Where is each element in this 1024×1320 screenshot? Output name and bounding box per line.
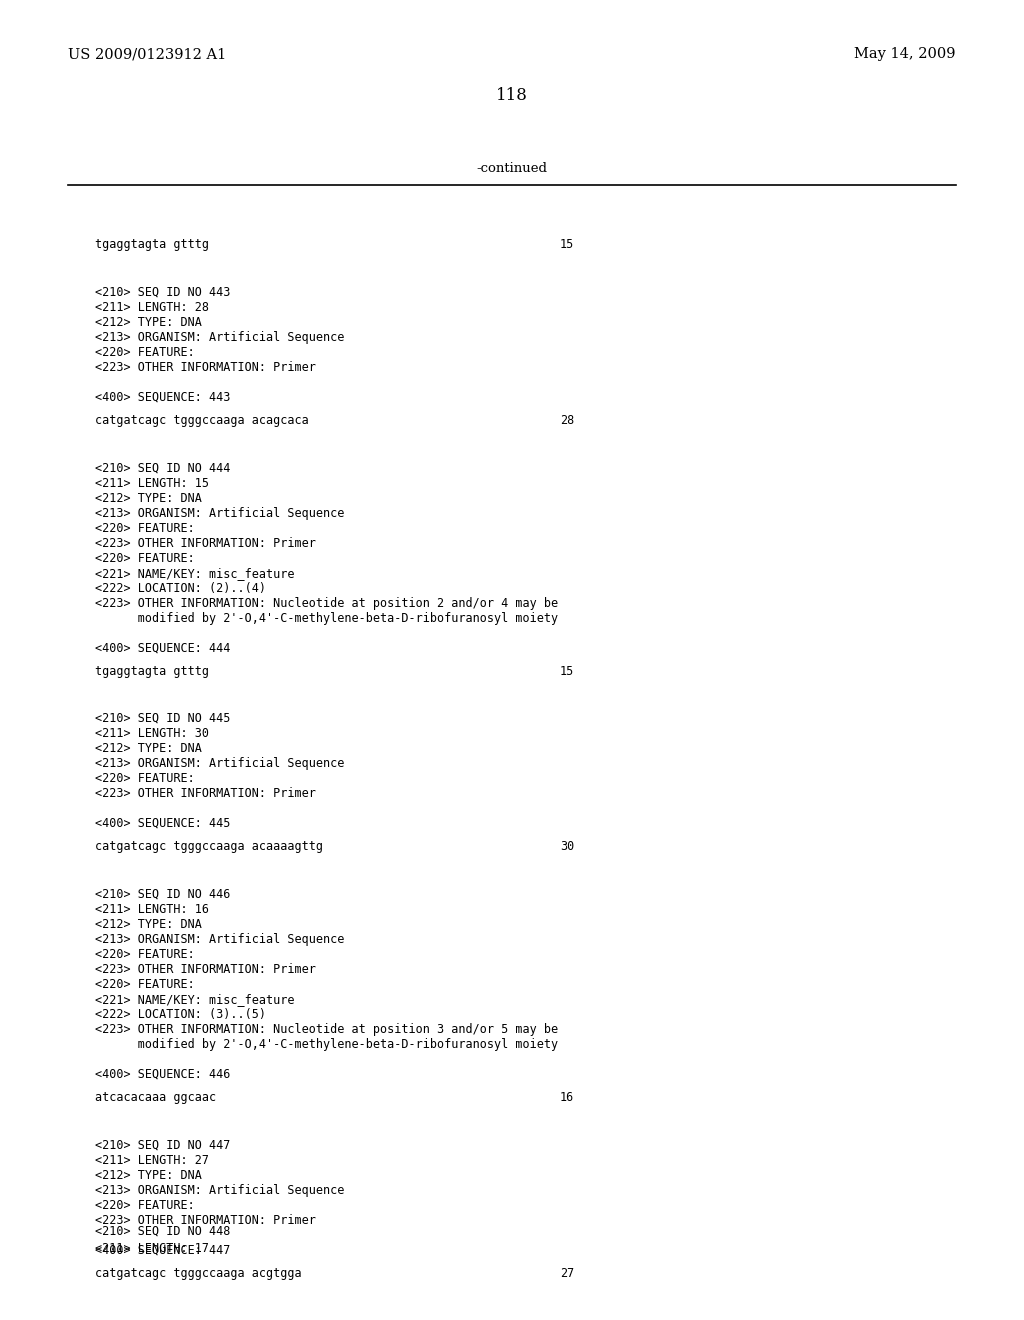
Text: tgaggtagta gtttg: tgaggtagta gtttg	[95, 665, 209, 678]
Text: <213> ORGANISM: Artificial Sequence: <213> ORGANISM: Artificial Sequence	[95, 756, 344, 770]
Text: <210> SEQ ID NO 444: <210> SEQ ID NO 444	[95, 462, 230, 475]
Text: <221> NAME/KEY: misc_feature: <221> NAME/KEY: misc_feature	[95, 568, 295, 579]
Text: <210> SEQ ID NO 443: <210> SEQ ID NO 443	[95, 286, 230, 300]
Text: <400> SEQUENCE: 445: <400> SEQUENCE: 445	[95, 817, 230, 830]
Text: <213> ORGANISM: Artificial Sequence: <213> ORGANISM: Artificial Sequence	[95, 1184, 344, 1197]
Text: atcacacaaa ggcaac: atcacacaaa ggcaac	[95, 1092, 216, 1104]
Text: modified by 2'-O,4'-C-methylene-beta-D-ribofuranosyl moiety: modified by 2'-O,4'-C-methylene-beta-D-r…	[95, 612, 558, 624]
Text: catgatcagc tgggccaaga acgtgga: catgatcagc tgggccaaga acgtgga	[95, 1267, 302, 1280]
Text: <210> SEQ ID NO 446: <210> SEQ ID NO 446	[95, 888, 230, 902]
Text: catgatcagc tgggccaaga acagcaca: catgatcagc tgggccaaga acagcaca	[95, 414, 309, 426]
Text: <220> FEATURE:: <220> FEATURE:	[95, 346, 195, 359]
Text: 27: 27	[560, 1267, 574, 1280]
Text: <220> FEATURE:: <220> FEATURE:	[95, 978, 195, 991]
Text: <212> TYPE: DNA: <212> TYPE: DNA	[95, 492, 202, 506]
Text: modified by 2'-O,4'-C-methylene-beta-D-ribofuranosyl moiety: modified by 2'-O,4'-C-methylene-beta-D-r…	[95, 1038, 558, 1051]
Text: <212> TYPE: DNA: <212> TYPE: DNA	[95, 1170, 202, 1181]
Text: <223> OTHER INFORMATION: Primer: <223> OTHER INFORMATION: Primer	[95, 537, 315, 550]
Text: <213> ORGANISM: Artificial Sequence: <213> ORGANISM: Artificial Sequence	[95, 933, 344, 946]
Text: <400> SEQUENCE: 444: <400> SEQUENCE: 444	[95, 642, 230, 655]
Text: 15: 15	[560, 665, 574, 678]
Text: <400> SEQUENCE: 447: <400> SEQUENCE: 447	[95, 1243, 230, 1257]
Text: <211> LENGTH: 28: <211> LENGTH: 28	[95, 301, 209, 314]
Text: US 2009/0123912 A1: US 2009/0123912 A1	[68, 48, 226, 61]
Text: May 14, 2009: May 14, 2009	[854, 48, 956, 61]
Text: 118: 118	[496, 87, 528, 104]
Text: <213> ORGANISM: Artificial Sequence: <213> ORGANISM: Artificial Sequence	[95, 507, 344, 520]
Text: <220> FEATURE:: <220> FEATURE:	[95, 521, 195, 535]
Text: <213> ORGANISM: Artificial Sequence: <213> ORGANISM: Artificial Sequence	[95, 331, 344, 345]
Text: <400> SEQUENCE: 443: <400> SEQUENCE: 443	[95, 391, 230, 404]
Text: <220> FEATURE:: <220> FEATURE:	[95, 552, 195, 565]
Text: <211> LENGTH: 15: <211> LENGTH: 15	[95, 477, 209, 490]
Text: <212> TYPE: DNA: <212> TYPE: DNA	[95, 742, 202, 755]
Text: <223> OTHER INFORMATION: Nucleotide at position 3 and/or 5 may be: <223> OTHER INFORMATION: Nucleotide at p…	[95, 1023, 558, 1036]
Text: <223> OTHER INFORMATION: Primer: <223> OTHER INFORMATION: Primer	[95, 360, 315, 374]
Text: <211> LENGTH: 17: <211> LENGTH: 17	[95, 1242, 209, 1255]
Text: catgatcagc tgggccaaga acaaaagttg: catgatcagc tgggccaaga acaaaagttg	[95, 840, 323, 853]
Text: <220> FEATURE:: <220> FEATURE:	[95, 1199, 195, 1212]
Text: <222> LOCATION: (2)..(4): <222> LOCATION: (2)..(4)	[95, 582, 266, 595]
Text: <400> SEQUENCE: 446: <400> SEQUENCE: 446	[95, 1068, 230, 1081]
Text: <223> OTHER INFORMATION: Primer: <223> OTHER INFORMATION: Primer	[95, 1214, 315, 1228]
Text: <210> SEQ ID NO 445: <210> SEQ ID NO 445	[95, 711, 230, 725]
Text: <211> LENGTH: 27: <211> LENGTH: 27	[95, 1154, 209, 1167]
Text: <223> OTHER INFORMATION: Primer: <223> OTHER INFORMATION: Primer	[95, 787, 315, 800]
Text: <211> LENGTH: 30: <211> LENGTH: 30	[95, 727, 209, 741]
Text: 16: 16	[560, 1092, 574, 1104]
Text: <222> LOCATION: (3)..(5): <222> LOCATION: (3)..(5)	[95, 1008, 266, 1020]
Text: tgaggtagta gtttg: tgaggtagta gtttg	[95, 238, 209, 251]
Text: <223> OTHER INFORMATION: Primer: <223> OTHER INFORMATION: Primer	[95, 964, 315, 975]
Text: <210> SEQ ID NO 447: <210> SEQ ID NO 447	[95, 1139, 230, 1152]
Text: <220> FEATURE:: <220> FEATURE:	[95, 772, 195, 785]
Text: <221> NAME/KEY: misc_feature: <221> NAME/KEY: misc_feature	[95, 993, 295, 1006]
Text: <223> OTHER INFORMATION: Nucleotide at position 2 and/or 4 may be: <223> OTHER INFORMATION: Nucleotide at p…	[95, 597, 558, 610]
Text: <210> SEQ ID NO 448: <210> SEQ ID NO 448	[95, 1225, 230, 1238]
Text: -continued: -continued	[476, 162, 548, 176]
Text: 15: 15	[560, 238, 574, 251]
Text: 28: 28	[560, 414, 574, 426]
Text: <211> LENGTH: 16: <211> LENGTH: 16	[95, 903, 209, 916]
Text: <212> TYPE: DNA: <212> TYPE: DNA	[95, 917, 202, 931]
Text: <212> TYPE: DNA: <212> TYPE: DNA	[95, 315, 202, 329]
Text: 30: 30	[560, 840, 574, 853]
Text: <220> FEATURE:: <220> FEATURE:	[95, 948, 195, 961]
